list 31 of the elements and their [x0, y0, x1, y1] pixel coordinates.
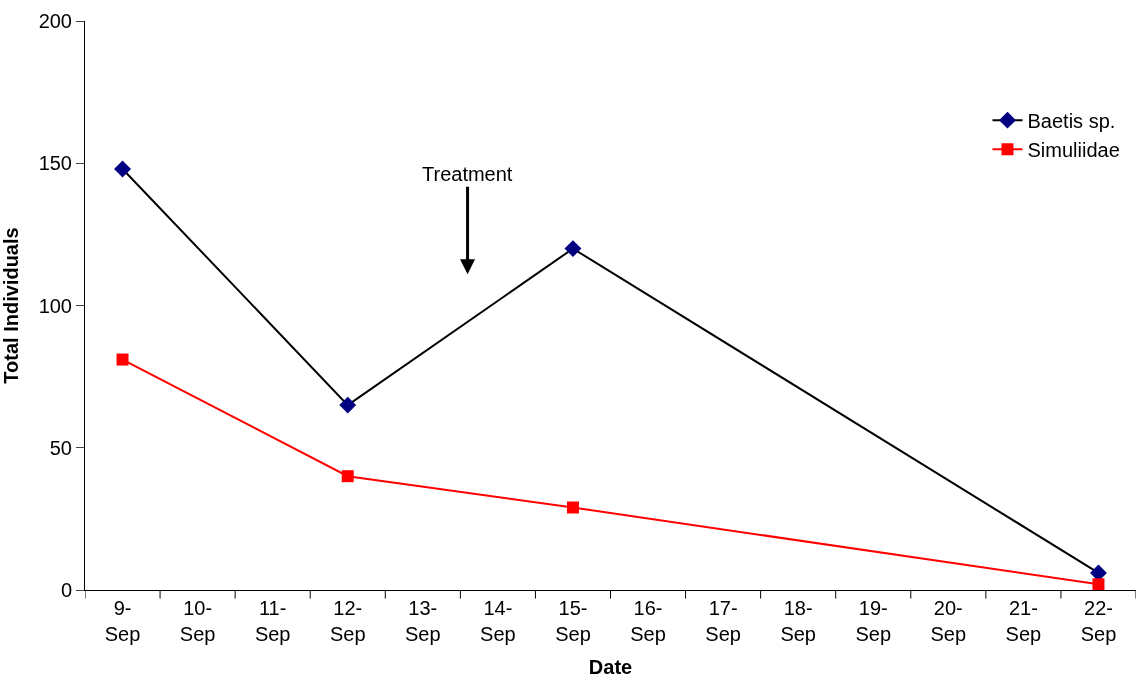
x-tick-label: 9-Sep [104, 597, 141, 645]
x-tick-label: 14-Sep [480, 597, 516, 645]
x-tick-label: 15-Sep [555, 597, 591, 645]
point [566, 501, 579, 514]
x-tick-label: 11-Sep [254, 597, 291, 645]
point [341, 470, 354, 483]
x-axis-title: Date [588, 655, 633, 678]
point [114, 160, 131, 178]
x-tick-label: 10-Sep [179, 597, 216, 645]
point [564, 240, 582, 258]
annotation: Treatment [422, 163, 513, 185]
y-tick-label: 200 [38, 10, 72, 32]
x-tick-label: 18-Sep [780, 597, 816, 645]
y-tick-label: 50 [49, 436, 72, 459]
point [1092, 578, 1105, 590]
y-tick-label: 100 [38, 294, 72, 317]
x-tick-label: 16-Sep [630, 597, 666, 645]
point [116, 353, 129, 366]
point [339, 396, 357, 414]
y-axis-title: Total Individuals [0, 227, 22, 384]
x-tick-label: 17-Sep [705, 597, 741, 645]
x-tick-label: 20-Sep [930, 597, 967, 645]
x-tick-label: 12-Sep [329, 597, 366, 645]
x-tick-label: 19-Sep [855, 597, 892, 645]
y-tick-label: 0 [60, 579, 72, 601]
x-tick-label: 21-Sep [1005, 597, 1042, 645]
legend-label: Simuliidae [1027, 138, 1120, 161]
x-tick-label: 13-Sep [405, 597, 441, 645]
legend-label: Baetis sp. [1027, 109, 1116, 132]
y-tick-label: 150 [38, 152, 72, 175]
x-tick-label: 22-Sep [1080, 597, 1117, 645]
